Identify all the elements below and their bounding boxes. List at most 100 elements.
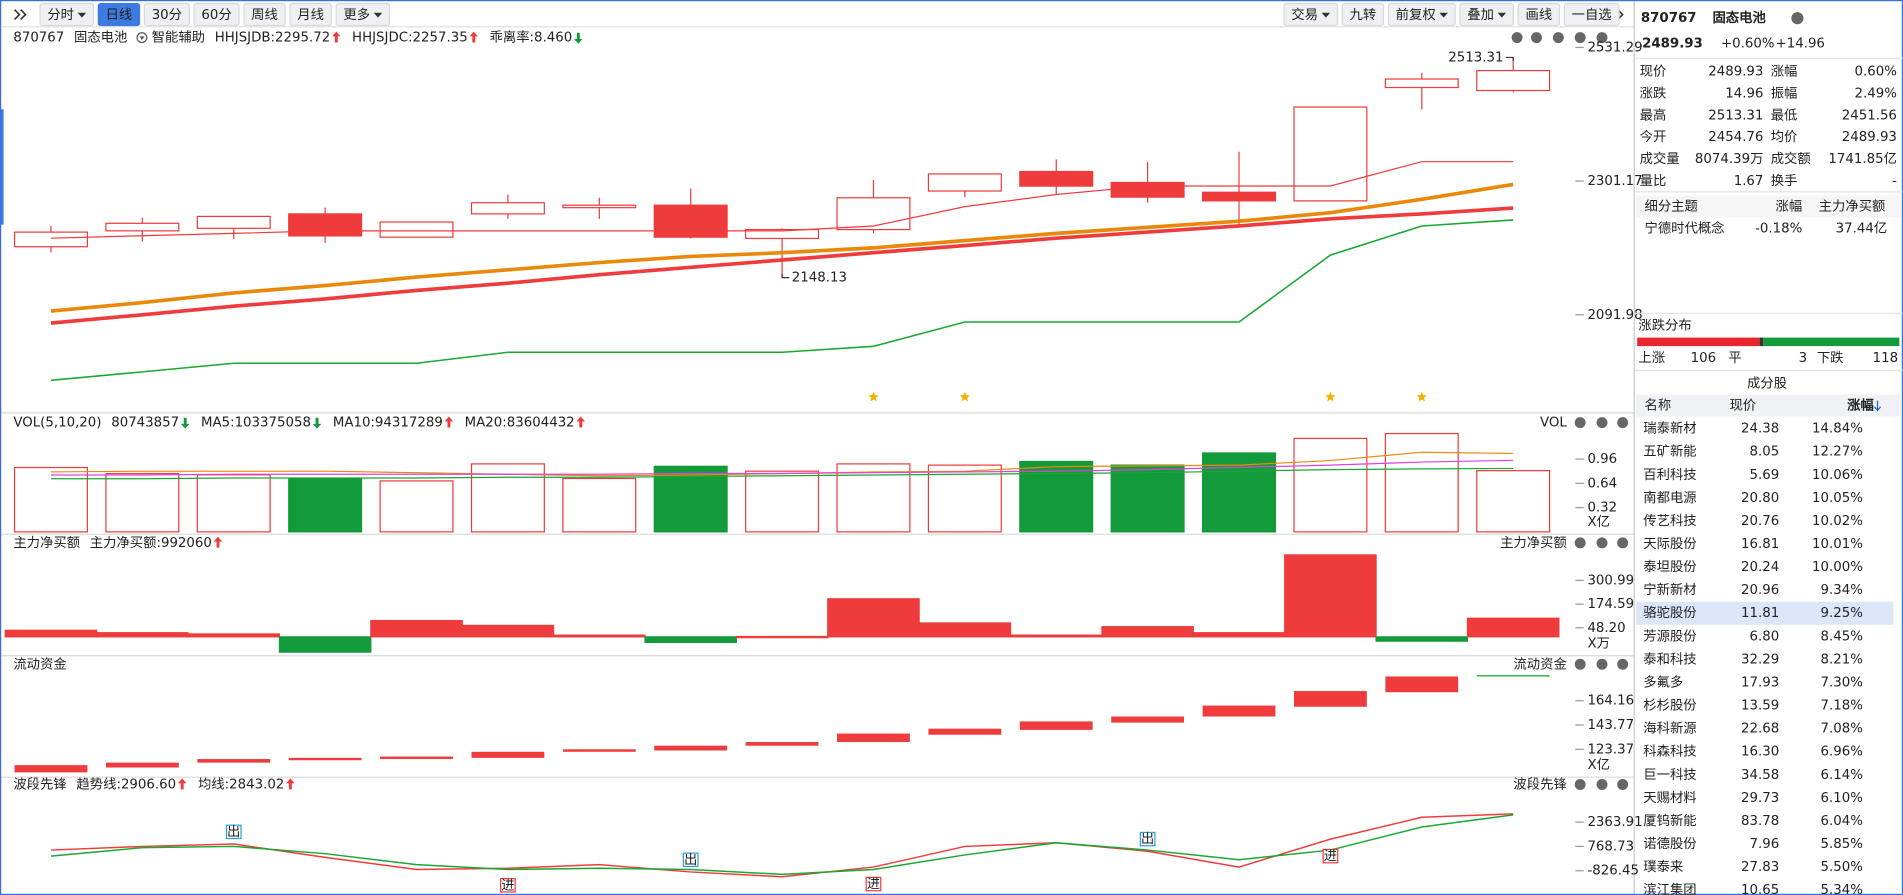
stock-name[interactable]: 骆驼股份 xyxy=(1643,604,1696,621)
panel-tool-icon[interactable] xyxy=(1574,658,1586,670)
panel-tool-icon[interactable] xyxy=(1596,417,1608,429)
panel-tool-icon[interactable] xyxy=(1617,779,1629,790)
button-label: 前复权 xyxy=(1396,6,1436,23)
stock-name[interactable]: 宁新新材 xyxy=(1643,581,1696,598)
panel-tool-icon[interactable] xyxy=(1596,537,1608,549)
toolbar-button[interactable]: 日线 xyxy=(97,3,141,27)
stock-name[interactable]: 诺德股份 xyxy=(1643,836,1696,852)
stock-name[interactable]: 南都电源 xyxy=(1643,490,1696,506)
up-arrow xyxy=(332,31,341,43)
panel-tool-icon[interactable] xyxy=(1617,417,1629,429)
stock-name[interactable]: 厦钨新能 xyxy=(1643,813,1696,829)
stock-name[interactable]: 五矿新能 xyxy=(1643,444,1696,460)
stock-price: 8.05 xyxy=(1749,445,1779,460)
collapse-icon[interactable] xyxy=(14,9,27,20)
up-arrow xyxy=(469,31,479,43)
bar xyxy=(562,477,637,533)
signal-box xyxy=(500,878,516,893)
series-line xyxy=(50,219,1514,382)
candle-body xyxy=(288,213,363,237)
toolbar-button[interactable]: 交易 xyxy=(1283,3,1339,27)
bar xyxy=(735,635,829,639)
candle-body xyxy=(653,204,728,238)
column-header[interactable]: 名称 xyxy=(1644,398,1671,414)
toolbar-button[interactable]: 前复权 xyxy=(1387,3,1456,27)
quote-name: 固态电池 xyxy=(1712,9,1766,26)
info-icon[interactable] xyxy=(1791,12,1804,25)
toolbar-button[interactable]: 60分 xyxy=(193,3,240,27)
theme-cell[interactable]: 宁德时代概念 xyxy=(1644,219,1724,236)
toolbar-button[interactable]: 更多 xyxy=(335,3,391,27)
theme-cell: 37.44亿 xyxy=(1836,220,1888,236)
stock-name[interactable]: 杉杉股份 xyxy=(1643,698,1696,714)
stock-name[interactable]: 瑞泰新材 xyxy=(1643,421,1696,437)
stat-value: 2489.93 xyxy=(1842,130,1897,145)
down-arrow xyxy=(574,32,583,44)
button-bg xyxy=(143,3,190,27)
y-tick-label: 143.77 xyxy=(1587,718,1634,733)
legend-entry: MA10:94317289 xyxy=(333,416,443,431)
stat-value: 2451.56 xyxy=(1842,108,1897,123)
panel-tool-icon[interactable] xyxy=(1596,779,1608,790)
indicator-label: 乖离率:8.460 xyxy=(490,29,573,46)
signal-star xyxy=(1325,391,1336,402)
stock-name[interactable]: 科森科技 xyxy=(1643,744,1696,760)
panel-tool-icon[interactable] xyxy=(1596,658,1608,670)
panel-tool-icon[interactable] xyxy=(1574,417,1586,429)
assist-icon[interactable] xyxy=(136,32,148,44)
stat-value: 1741.85亿 xyxy=(1828,151,1897,167)
stock-name[interactable]: 芳源股份 xyxy=(1643,628,1696,644)
signal-label: 进 xyxy=(1324,848,1337,864)
button-label: 一自选 xyxy=(1572,7,1612,23)
stat-label: 成交额 xyxy=(1771,150,1811,167)
stock-name[interactable]: 泰和科技 xyxy=(1643,651,1696,667)
stock-name[interactable]: 多氟多 xyxy=(1643,673,1683,690)
signal-box xyxy=(682,852,699,868)
stock-name[interactable]: 泰坦股份 xyxy=(1643,559,1696,575)
stock-price: 22.68 xyxy=(1741,722,1779,737)
panel-tool-icon[interactable] xyxy=(1574,537,1586,549)
breadth-bar xyxy=(1759,337,1764,347)
stock-name[interactable]: 百利科技 xyxy=(1643,467,1696,483)
panel-tool-icon[interactable] xyxy=(1552,32,1564,44)
stock-name[interactable]: 海科新源 xyxy=(1643,721,1696,737)
toolbar-button[interactable]: 九转 xyxy=(1341,3,1385,27)
panel-tool-icon[interactable] xyxy=(1617,658,1629,670)
range-bar xyxy=(105,762,179,768)
toolbar-button[interactable]: 分时 xyxy=(39,3,95,27)
stock-name[interactable]: 传艺科技 xyxy=(1643,513,1696,529)
signal-label: 出 xyxy=(227,824,240,840)
toolbar-button[interactable]: 30分 xyxy=(143,3,190,27)
toolbar-button[interactable]: 叠加 xyxy=(1459,3,1514,27)
stock-name[interactable]: 璞泰来 xyxy=(1643,859,1683,875)
stock-change: 9.34% xyxy=(1821,583,1863,598)
toolbar-button[interactable]: 月线 xyxy=(289,3,332,27)
up-arrow xyxy=(286,778,295,790)
stock-name[interactable]: 巨一科技 xyxy=(1643,767,1696,783)
dropdown-icon xyxy=(1439,12,1448,18)
panel-tool-icon[interactable] xyxy=(1617,537,1629,549)
stat-value: 2513.31 xyxy=(1708,108,1763,123)
column-header[interactable]: 涨幅 xyxy=(1847,397,1874,414)
column-header[interactable]: 现价 xyxy=(1729,399,1756,414)
panel-tool-icon[interactable] xyxy=(1574,32,1586,44)
stock-name[interactable]: 天际股份 xyxy=(1643,536,1696,552)
stat-label: 均价 xyxy=(1771,129,1798,145)
stock-name[interactable]: 滨江集团 xyxy=(1643,882,1696,895)
candle-body xyxy=(836,197,911,231)
theme-header-bg xyxy=(1635,195,1902,218)
dropdown-icon xyxy=(373,12,383,18)
stock-price: 27.83 xyxy=(1741,860,1779,875)
candle-body xyxy=(1019,170,1094,187)
panel-tool-icon[interactable] xyxy=(1574,779,1586,790)
toolbar-button[interactable]: 一自选 xyxy=(1563,3,1620,27)
toolbar-button[interactable]: 周线 xyxy=(243,3,286,27)
bar xyxy=(836,463,911,533)
toolbar-button[interactable]: 画线 xyxy=(1517,3,1561,27)
selection-bar xyxy=(0,109,4,225)
theme-header: 细分主题 xyxy=(1644,198,1697,214)
panel-tool-icon[interactable] xyxy=(1596,32,1608,44)
panel-tool-icon[interactable] xyxy=(1511,32,1523,44)
stock-name[interactable]: 天赐材料 xyxy=(1643,790,1696,806)
panel-tool-icon[interactable] xyxy=(1531,32,1542,44)
